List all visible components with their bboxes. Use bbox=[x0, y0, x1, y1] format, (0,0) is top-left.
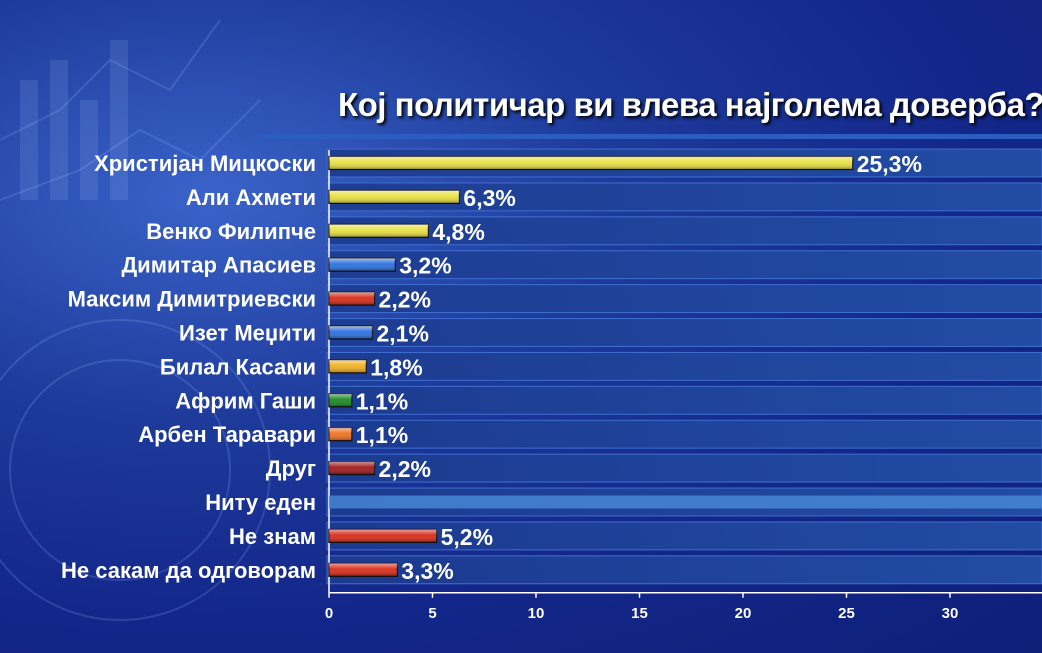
category-label: Не сакам да одговорам bbox=[61, 558, 316, 583]
row-band bbox=[326, 555, 1042, 585]
row-band bbox=[326, 216, 1042, 246]
value-label: 25,3% bbox=[857, 151, 922, 177]
title-underline bbox=[262, 134, 1042, 139]
bar-shine bbox=[329, 224, 429, 238]
value-label: 3,2% bbox=[399, 253, 451, 279]
bar-shine bbox=[329, 529, 437, 543]
category-label: Димитар Апасиев bbox=[122, 253, 317, 278]
x-tick-label: 5 bbox=[428, 605, 436, 622]
category-label: Не знам bbox=[229, 524, 316, 549]
row-band bbox=[326, 521, 1042, 551]
bar-empty bbox=[329, 495, 1042, 509]
row-band bbox=[326, 453, 1042, 483]
bar-shine bbox=[329, 563, 398, 577]
bar-shine bbox=[329, 393, 352, 407]
value-label: 1,8% bbox=[370, 354, 422, 380]
value-label: 1,1% bbox=[356, 388, 408, 414]
row-band bbox=[326, 284, 1042, 314]
category-label: Венко Филипче bbox=[146, 219, 316, 244]
bar-shine bbox=[329, 156, 853, 170]
category-label: Али Ахмети bbox=[186, 185, 316, 210]
chart-title: Кој политичар ви влева најголема доверба… bbox=[338, 86, 1042, 123]
x-tick-label: 20 bbox=[735, 605, 752, 622]
category-label: Максим Димитриевски bbox=[68, 287, 316, 312]
x-tick-label: 30 bbox=[942, 605, 959, 622]
value-label: 2,2% bbox=[379, 456, 431, 482]
bar-shine bbox=[329, 292, 375, 306]
value-label: 3,3% bbox=[401, 558, 453, 584]
value-label: 2,2% bbox=[379, 287, 431, 313]
category-label: Изет Меџити bbox=[179, 321, 316, 346]
value-label: 1,1% bbox=[356, 422, 408, 448]
bar-shine bbox=[329, 461, 375, 475]
row-band bbox=[326, 351, 1042, 381]
x-tick-label: 15 bbox=[631, 605, 648, 622]
bar-shine bbox=[329, 326, 373, 339]
category-label: Христијан Мицкоски bbox=[94, 151, 316, 176]
x-tick-label: 0 bbox=[325, 605, 333, 622]
bar-shine bbox=[329, 190, 460, 204]
category-label: Арбен Таравари bbox=[138, 422, 316, 447]
bar-shine bbox=[329, 359, 367, 373]
bar-shine bbox=[329, 427, 352, 441]
value-label: 5,2% bbox=[441, 524, 493, 550]
category-label: Африм Гаши bbox=[175, 388, 316, 413]
category-label: Билал Касами bbox=[160, 354, 316, 379]
row-band bbox=[326, 318, 1042, 347]
row-band bbox=[326, 182, 1042, 212]
value-label: 2,1% bbox=[376, 321, 428, 347]
row-band bbox=[326, 385, 1042, 415]
row-band bbox=[326, 250, 1042, 280]
value-label: 4,8% bbox=[432, 219, 484, 245]
value-label: 6,3% bbox=[463, 185, 515, 211]
bar-shine bbox=[329, 258, 396, 272]
x-tick-label: 25 bbox=[838, 605, 855, 622]
category-label: Друг bbox=[266, 456, 316, 481]
row-band bbox=[326, 419, 1042, 449]
category-label: Ниту еден bbox=[205, 490, 316, 515]
x-tick-label: 10 bbox=[528, 605, 545, 622]
